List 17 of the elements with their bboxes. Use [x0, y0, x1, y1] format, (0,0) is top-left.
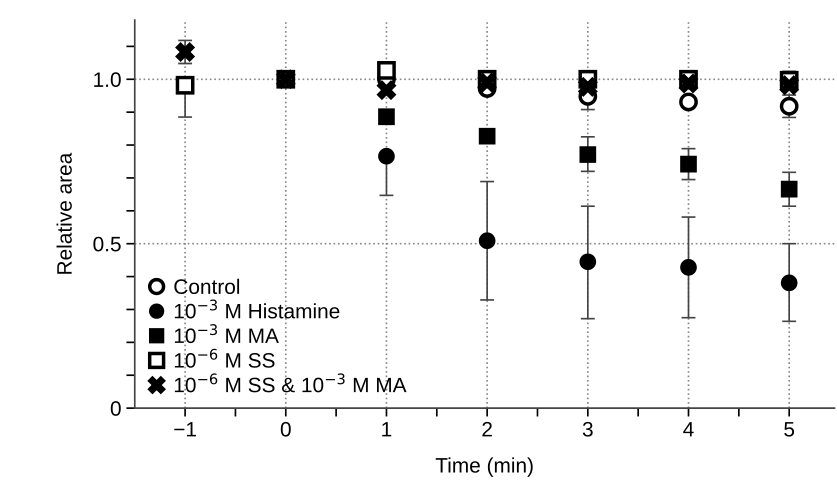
- x-tick-label: 5: [784, 422, 794, 437]
- y-tick-label: 1.0: [94, 72, 121, 88]
- x-tick-label: 0: [280, 422, 291, 437]
- legend-label: Control: [174, 278, 240, 294]
- x-tick-label: −1: [174, 422, 196, 436]
- y-tick-label: 0: [110, 401, 121, 416]
- x-tick-label: 3: [582, 422, 593, 437]
- legend-label: 10$^{−6}$ M SS & 10$^{−3}$ M MA: [174, 373, 407, 392]
- legend-label: 10$^{−3}$ M MA: [174, 324, 279, 344]
- x-tick-label: 2: [482, 422, 492, 436]
- legend-label: 10$^{−3}$ M Histamine: [174, 300, 340, 319]
- x-axis-title: Time (min): [436, 457, 533, 477]
- y-axis-title: Relative area: [56, 152, 72, 274]
- x-tick-label: 4: [683, 422, 694, 436]
- y-tick-label: 0.5: [93, 236, 121, 252]
- legend-label: 10$^{−6}$ M SS: [174, 348, 275, 368]
- x-tick-label: 1: [382, 422, 392, 436]
